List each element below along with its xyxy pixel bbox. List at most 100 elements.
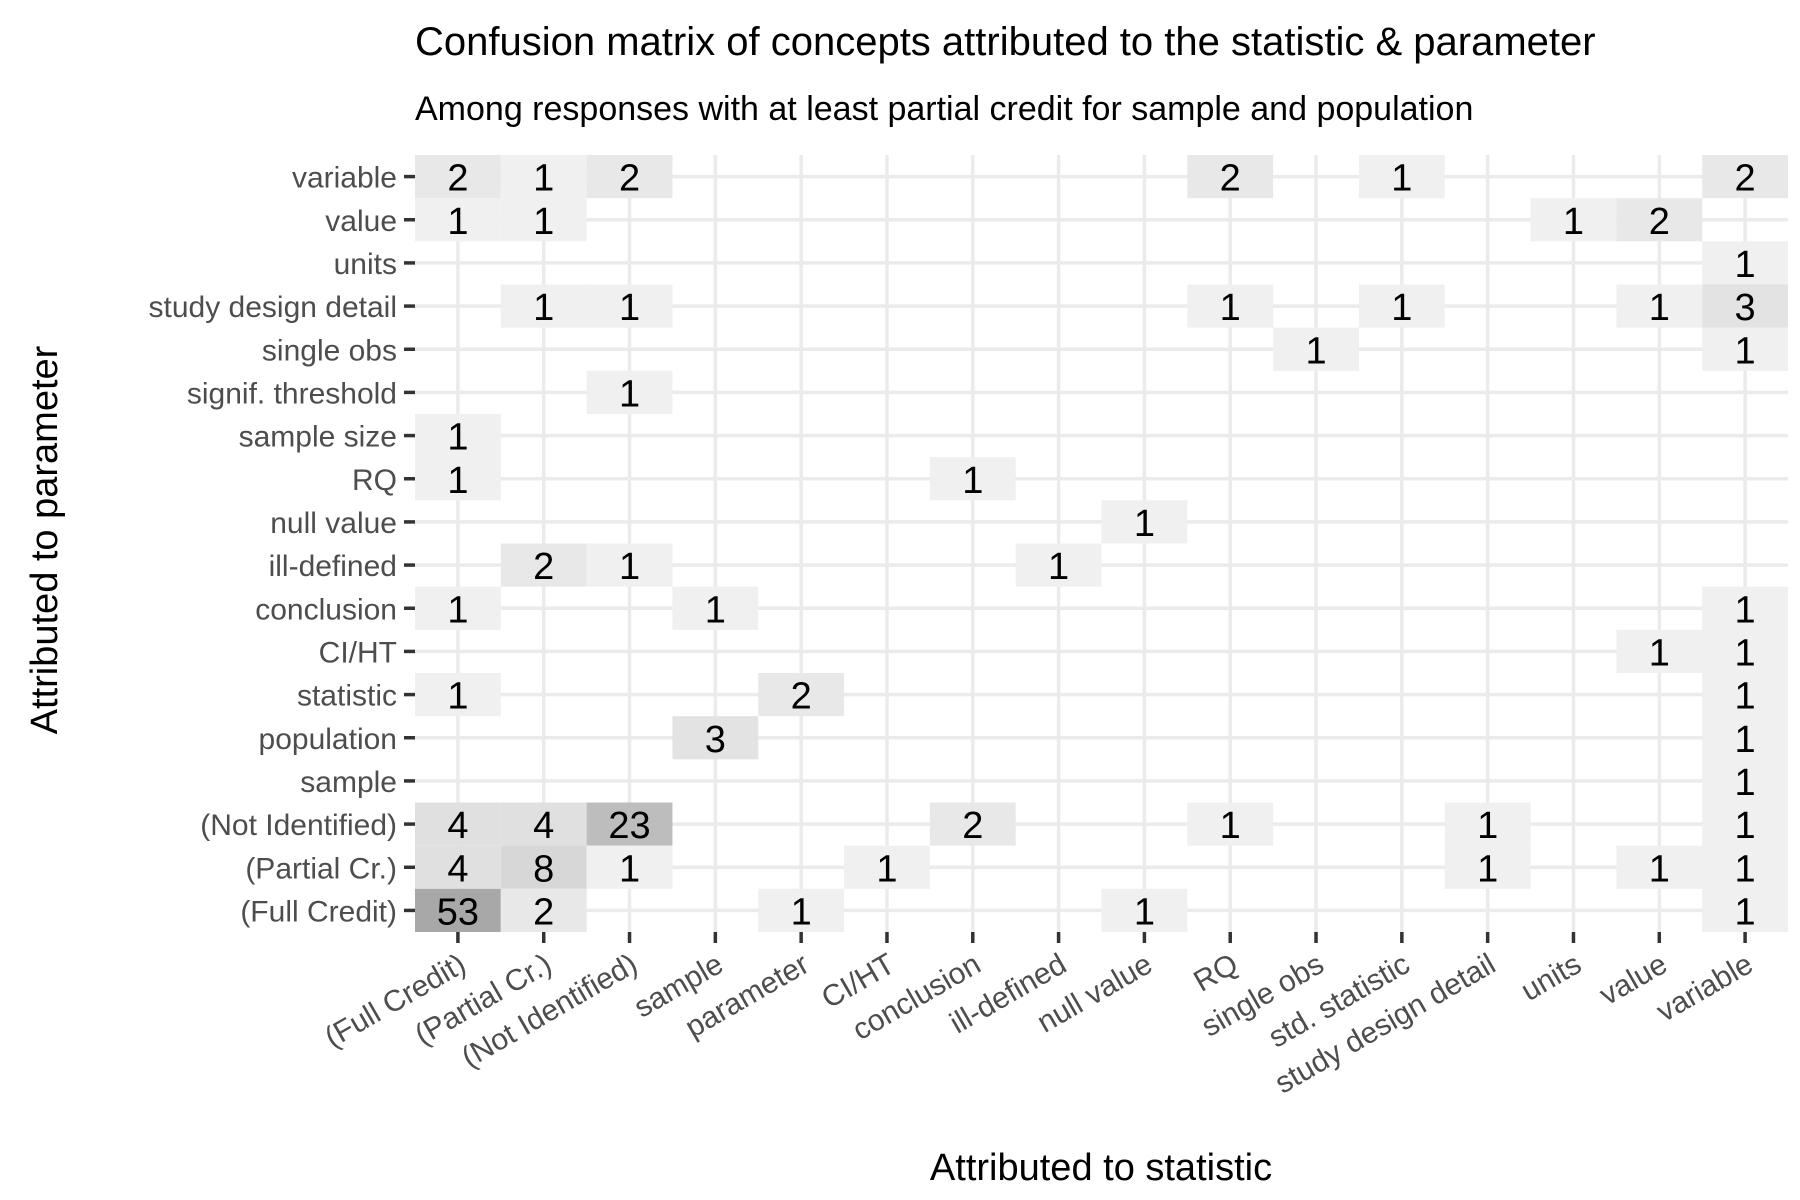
y-tick-label-sample-size: sample size [239, 421, 397, 454]
heatmap-cell [500, 543, 587, 587]
heatmap-cell [672, 586, 759, 630]
cell-value-label: 1 [1735, 762, 1756, 804]
cell-value-label: 1 [1735, 632, 1756, 674]
heatmap-cell [758, 888, 845, 932]
y-tick-label-null-value: null value [270, 507, 397, 540]
heatmap-cell [1702, 586, 1788, 630]
cell-value-label: 1 [1477, 805, 1498, 847]
cell-value-label: 1 [1563, 201, 1584, 243]
cell-value-label: 1 [1649, 287, 1670, 329]
heatmap-cell [500, 845, 587, 889]
cell-value-label: 1 [791, 891, 812, 933]
heatmap-cell [1187, 155, 1274, 199]
cell-value-label: 1 [1735, 589, 1756, 631]
heatmap-cell [1187, 802, 1274, 846]
heatmap-cell [1702, 888, 1788, 932]
heatmap-cell [500, 888, 587, 932]
heatmap-cell [586, 284, 673, 328]
cell-value-label: 4 [447, 805, 468, 847]
y-tick-label-population: population [259, 723, 397, 756]
heatmap-cell [586, 802, 673, 846]
heatmap-cell [1702, 327, 1788, 371]
cell-value-label: 2 [533, 891, 554, 933]
y-tick-label-single-obs: single obs [262, 334, 397, 367]
heatmap-cell [929, 457, 1016, 501]
heatmap-cell [1616, 198, 1703, 242]
cell-value-label: 1 [533, 287, 554, 329]
heatmap-cell [758, 673, 845, 717]
cell-value-label: 1 [1649, 848, 1670, 890]
cell-value-label: 3 [705, 719, 726, 761]
heatmap-cell [1358, 155, 1445, 199]
y-tick-label-partial-cr: (Partial Cr.) [245, 852, 397, 885]
y-tick-label-value: value [325, 205, 397, 238]
heatmap-cell [1444, 802, 1531, 846]
heatmap-cell [500, 155, 587, 199]
cell-value-label: 1 [619, 848, 640, 890]
cell-value-label: 1 [1391, 158, 1412, 200]
heatmap-cell [415, 155, 501, 199]
cell-value-label: 23 [608, 805, 650, 847]
heatmap-cell [1702, 629, 1788, 673]
heatmap-cell [1616, 629, 1703, 673]
heatmap-cell [415, 845, 501, 889]
y-tick-label-full-credit: (Full Credit) [240, 895, 397, 928]
cell-value-label: 1 [962, 460, 983, 502]
heatmap-cell [1101, 888, 1188, 932]
chart-title: Confusion matrix of concepts attributed … [415, 20, 1596, 64]
cell-layer [415, 155, 1788, 932]
heatmap-cell [415, 673, 501, 717]
heatmap-cell [500, 284, 587, 328]
cell-value-label: 4 [533, 805, 554, 847]
cell-value-label: 1 [619, 287, 640, 329]
x-tick-label-rq: RQ [1188, 947, 1243, 998]
y-tick-label-ill-defined: ill-defined [269, 550, 397, 583]
heatmap-cell [1702, 155, 1788, 199]
heatmap-cell [929, 802, 1016, 846]
heatmap-cell [844, 845, 930, 889]
cell-value-label: 1 [1735, 848, 1756, 890]
heatmap-cell [1015, 543, 1102, 587]
x-tick-label-units: units [1516, 947, 1587, 1007]
cell-value-label: 1 [447, 417, 468, 459]
heatmap-cell [1530, 198, 1617, 242]
cell-value-label: 1 [447, 460, 468, 502]
heatmap-cell [1187, 284, 1274, 328]
cell-value-label: 1 [1391, 287, 1412, 329]
y-tick-label-rq: RQ [352, 464, 397, 497]
cell-value-label: 2 [1649, 201, 1670, 243]
heatmap-cell [500, 802, 587, 846]
heatmap-cell [1702, 759, 1788, 803]
heatmap-cell [1616, 845, 1703, 889]
y-tick-label-statistic: statistic [297, 680, 397, 713]
y-axis-title: Attributed to parameter [24, 345, 66, 734]
y-tick-label-study-design-detail: study design detail [149, 291, 398, 324]
cell-value-label: 2 [962, 805, 983, 847]
cell-value-label: 1 [1134, 891, 1155, 933]
y-tick-label-variable: variable [292, 162, 397, 195]
cell-value-label: 1 [705, 589, 726, 631]
heatmap-cell [1702, 802, 1788, 846]
cell-value-label: 1 [533, 201, 554, 243]
heatmap-cell [586, 155, 673, 199]
heatmap-cell [415, 586, 501, 630]
cell-value-label: 1 [1477, 848, 1498, 890]
cell-value-label: 2 [791, 676, 812, 718]
heatmap-cell [1358, 284, 1445, 328]
cell-value-label: 1 [1134, 503, 1155, 545]
y-axis: (Full Credit) (Partial Cr.) (Not Identifie… [149, 162, 415, 928]
chart-subtitle: Among responses with at least partial cr… [415, 90, 1473, 128]
cell-value-label: 1 [1735, 330, 1756, 372]
cell-value-label: 1 [1220, 805, 1241, 847]
y-tick-label-ci-ht: CI/HT [319, 636, 397, 669]
cell-value-label: 2 [1735, 158, 1756, 200]
y-tick-label-signif-threshold: signif. threshold [187, 377, 397, 410]
cell-value-label: 2 [447, 158, 468, 200]
cell-value-label: 4 [447, 848, 468, 890]
cell-value-label: 1 [447, 676, 468, 718]
heatmap-cell [1702, 284, 1788, 328]
heatmap-cell [1616, 284, 1703, 328]
heatmap-cell [586, 370, 673, 414]
heatmap-cell [415, 198, 501, 242]
cell-value-label: 1 [1048, 546, 1069, 588]
